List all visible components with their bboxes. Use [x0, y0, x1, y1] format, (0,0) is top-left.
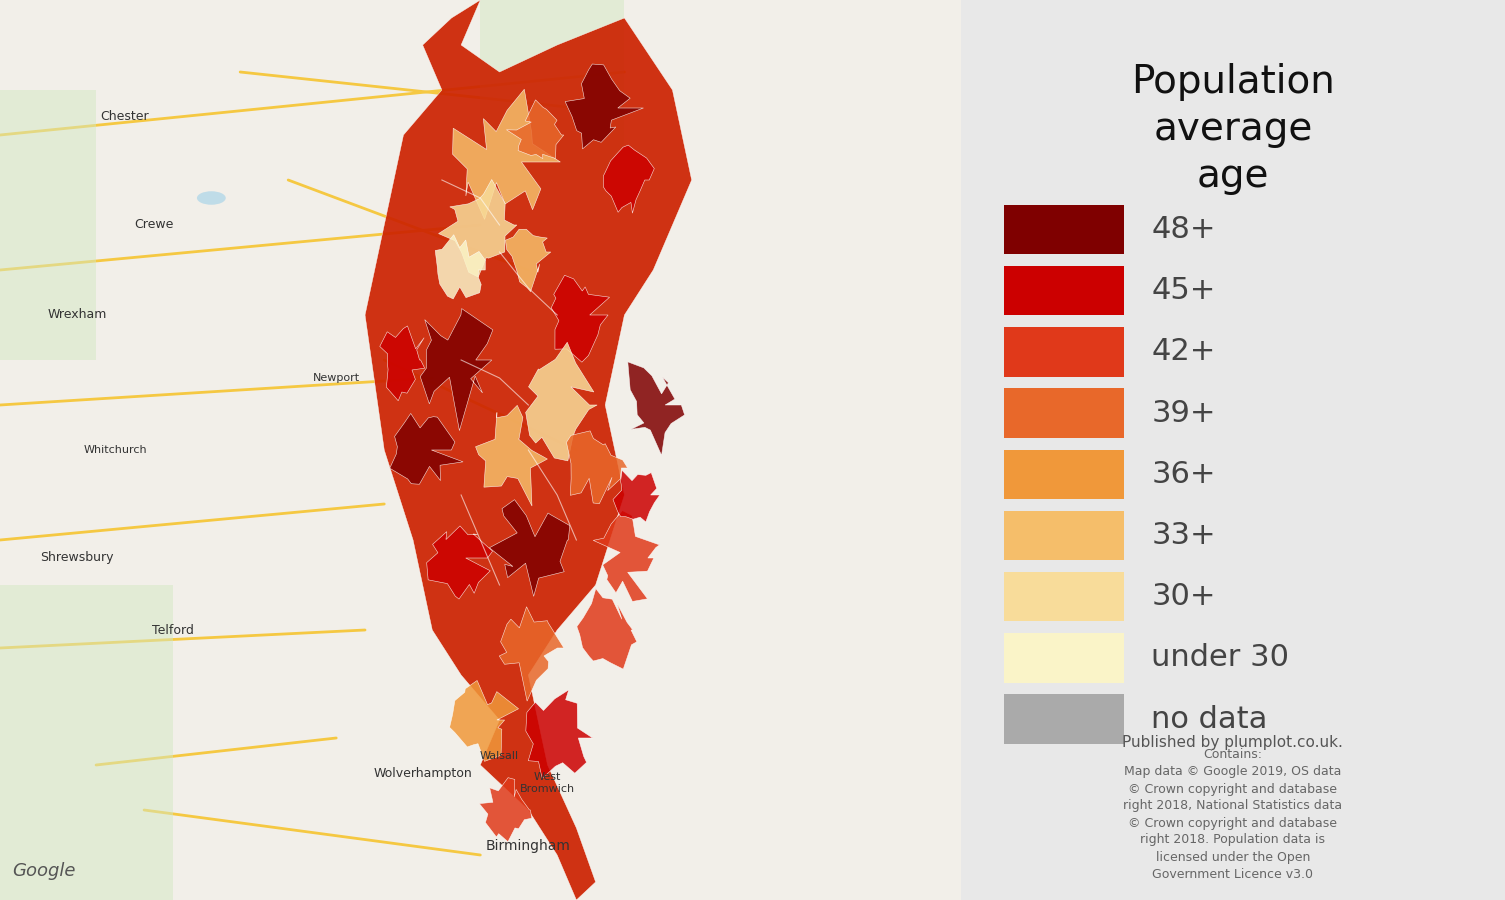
Polygon shape — [506, 100, 564, 158]
Polygon shape — [551, 275, 610, 362]
Text: under 30: under 30 — [1151, 644, 1290, 672]
Text: Birmingham: Birmingham — [486, 839, 570, 853]
Text: Telford: Telford — [152, 624, 194, 636]
Polygon shape — [500, 607, 564, 701]
Text: 48+: 48+ — [1151, 215, 1216, 244]
Polygon shape — [420, 309, 492, 430]
Polygon shape — [576, 589, 637, 670]
Polygon shape — [489, 500, 570, 597]
Polygon shape — [479, 778, 531, 842]
Polygon shape — [593, 510, 659, 601]
Polygon shape — [438, 179, 516, 277]
Text: West
Bromwich: West Bromwich — [521, 772, 575, 794]
FancyBboxPatch shape — [1004, 266, 1124, 315]
Polygon shape — [379, 326, 424, 400]
Polygon shape — [476, 405, 548, 506]
Polygon shape — [427, 526, 492, 599]
Ellipse shape — [197, 192, 226, 205]
Text: Population
average
age: Population average age — [1130, 63, 1335, 195]
Bar — [0, 585, 173, 900]
Text: Google: Google — [12, 862, 75, 880]
Text: Wolverhampton: Wolverhampton — [373, 768, 473, 780]
FancyBboxPatch shape — [1004, 634, 1124, 683]
Text: 39+: 39+ — [1151, 399, 1216, 427]
Polygon shape — [453, 89, 560, 220]
Text: Chester: Chester — [101, 111, 149, 123]
Polygon shape — [566, 64, 644, 148]
Text: 30+: 30+ — [1151, 582, 1216, 611]
Text: 33+: 33+ — [1151, 521, 1216, 550]
Text: Wrexham: Wrexham — [47, 309, 107, 321]
Polygon shape — [525, 342, 597, 461]
Text: 42+: 42+ — [1151, 338, 1216, 366]
Polygon shape — [566, 431, 628, 504]
Text: 36+: 36+ — [1151, 460, 1216, 489]
FancyBboxPatch shape — [1004, 327, 1124, 376]
Polygon shape — [506, 230, 551, 292]
Polygon shape — [366, 0, 692, 900]
Text: Contains:
Map data © Google 2019, OS data
© Crown copyright and database
right 2: Contains: Map data © Google 2019, OS dat… — [1123, 749, 1342, 880]
Polygon shape — [628, 362, 685, 455]
Text: 45+: 45+ — [1151, 276, 1216, 305]
Polygon shape — [604, 145, 655, 213]
Polygon shape — [613, 470, 659, 522]
FancyBboxPatch shape — [1004, 204, 1124, 254]
Text: no data: no data — [1151, 705, 1267, 734]
FancyBboxPatch shape — [1004, 511, 1124, 560]
Text: Shrewsbury: Shrewsbury — [41, 552, 113, 564]
Text: Newport: Newport — [313, 373, 360, 383]
Bar — [480, 0, 625, 180]
Text: Whitchurch: Whitchurch — [83, 445, 147, 455]
FancyBboxPatch shape — [1004, 572, 1124, 622]
FancyBboxPatch shape — [1004, 389, 1124, 438]
Polygon shape — [435, 235, 485, 299]
Text: Published by plumplot.co.uk.: Published by plumplot.co.uk. — [1123, 735, 1344, 750]
FancyBboxPatch shape — [1004, 695, 1124, 743]
Text: Walsall: Walsall — [480, 751, 519, 761]
Ellipse shape — [516, 130, 540, 140]
Polygon shape — [450, 680, 519, 761]
Polygon shape — [525, 690, 593, 778]
Bar — [0, 90, 96, 360]
FancyBboxPatch shape — [1004, 450, 1124, 500]
Text: Crewe: Crewe — [134, 219, 173, 231]
Polygon shape — [390, 413, 464, 484]
